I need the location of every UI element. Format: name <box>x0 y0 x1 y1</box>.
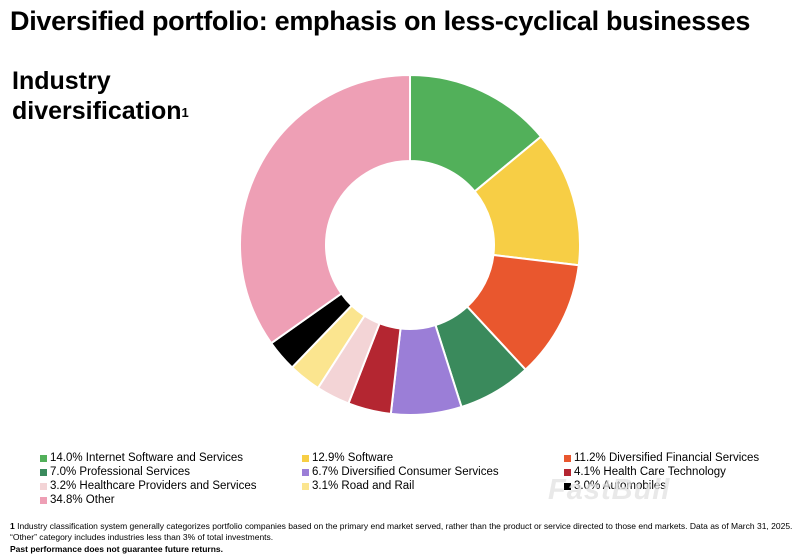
watermark: FastBull <box>548 474 671 506</box>
donut-chart <box>239 73 581 416</box>
legend-item: 3.2% Healthcare Providers and Services <box>40 480 302 493</box>
legend-item: 3.0% Automobiles <box>564 480 780 493</box>
footnote-text: Industry classification system generally… <box>10 521 793 542</box>
footnote-marker: 1 <box>10 521 15 531</box>
legend-label: 3.2% Healthcare Providers and Services <box>50 480 257 492</box>
legend-swatch <box>40 469 47 476</box>
page-title: Diversified portfolio: emphasis on less-… <box>10 6 751 36</box>
legend-swatch <box>302 483 309 490</box>
legend-item: 34.8% Other <box>40 494 302 507</box>
legend-label: 11.2% Diversified Financial Services <box>574 452 760 464</box>
legend-item: 3.1% Road and Rail <box>302 480 564 493</box>
legend-label: 6.7% Diversified Consumer Services <box>312 466 499 478</box>
legend-swatch <box>40 497 47 504</box>
legend-swatch <box>302 455 309 462</box>
chart-title-footnote-marker: 1 <box>181 105 189 120</box>
donut-slice-9 <box>239 73 411 345</box>
chart-legend: 14.0% Internet Software and Services 12.9… <box>40 452 780 507</box>
chart-title-text: Industry diversification <box>12 67 182 125</box>
legend-swatch <box>564 455 571 462</box>
footnote: 1 Industry classification system general… <box>10 521 795 543</box>
disclaimer: Past performance does not guarantee futu… <box>10 544 224 554</box>
legend-label: 3.1% Road and Rail <box>312 480 415 492</box>
legend-item: 7.0% Professional Services <box>40 466 302 479</box>
legend-item: 12.9% Software <box>302 452 564 465</box>
legend-swatch <box>564 483 571 490</box>
legend-item: 14.0% Internet Software and Services <box>40 452 302 465</box>
legend-item: 4.1% Health Care Technology <box>564 466 780 479</box>
legend-label: 34.8% Other <box>50 494 115 506</box>
legend-swatch <box>564 469 571 476</box>
chart-title: Industry diversification1 <box>12 66 242 126</box>
legend-swatch <box>302 469 309 476</box>
legend-item: 11.2% Diversified Financial Services <box>564 452 780 465</box>
legend-label: 12.9% Software <box>312 452 394 464</box>
legend-swatch <box>40 455 47 462</box>
legend-label: 7.0% Professional Services <box>50 466 190 478</box>
legend-item: 6.7% Diversified Consumer Services <box>302 466 564 479</box>
legend-swatch <box>40 483 47 490</box>
legend-label: 4.1% Health Care Technology <box>574 466 726 478</box>
legend-label: 3.0% Automobiles <box>574 480 667 492</box>
legend-label: 14.0% Internet Software and Services <box>50 452 244 464</box>
